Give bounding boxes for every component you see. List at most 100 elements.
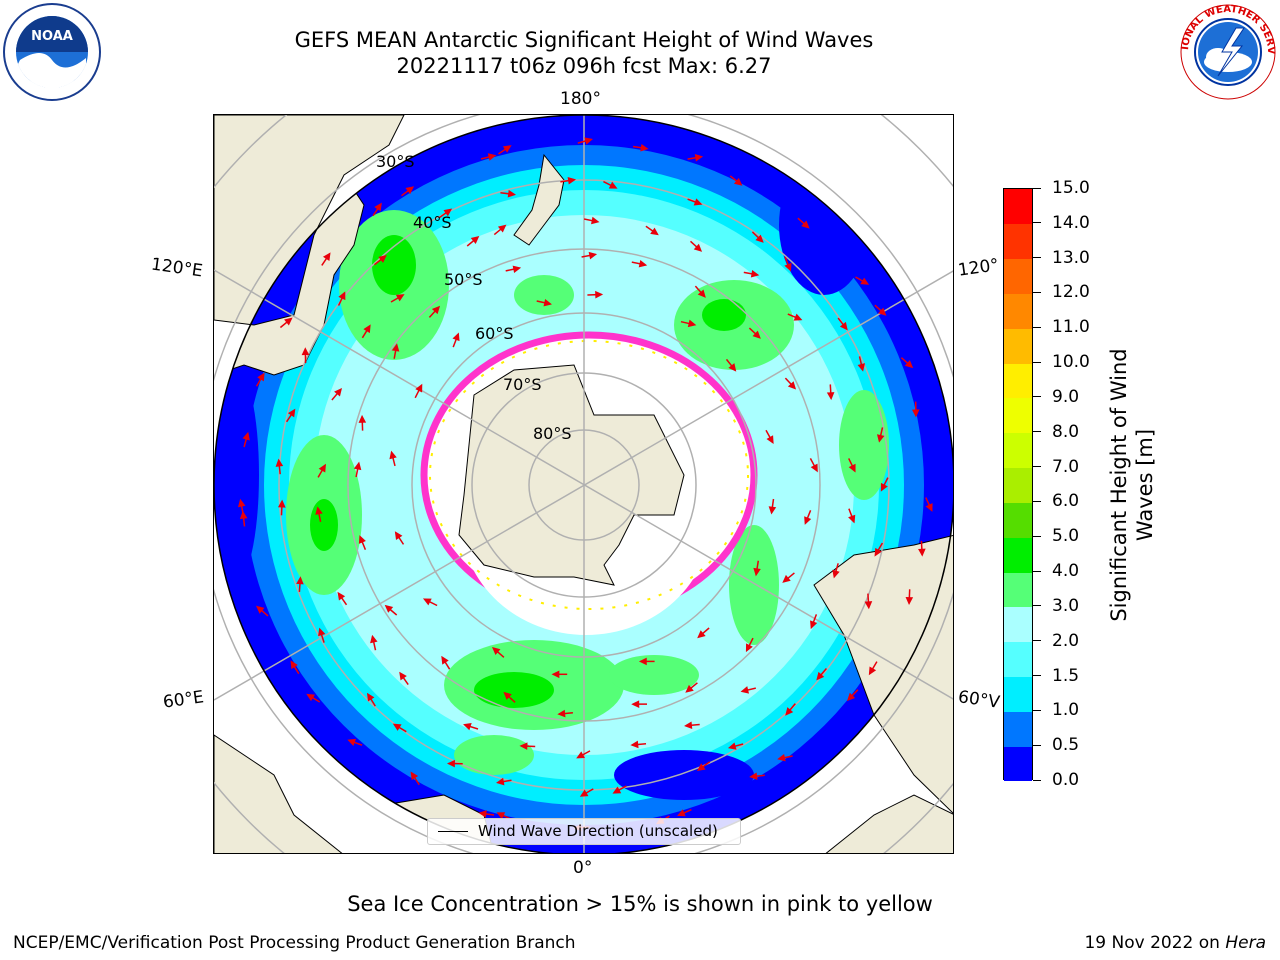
legend-line-swatch <box>438 831 468 832</box>
lat-label-30s: 30°S <box>376 152 415 171</box>
wind-arrow-head <box>446 759 455 768</box>
wind-arrow-head <box>810 463 818 473</box>
colorbar-tick-label: 0.5 <box>1052 735 1080 756</box>
wind-arrow-head <box>595 290 604 299</box>
wind-arrow-head <box>727 742 737 750</box>
svg-text:NOAA: NOAA <box>31 29 73 44</box>
colorbar-segment <box>1004 223 1032 260</box>
wind-arrow-head <box>925 503 933 512</box>
wind-arrow-head <box>318 627 326 637</box>
wind-arrow-head <box>296 576 304 585</box>
colorbar-segment <box>1004 467 1032 503</box>
wind-arrow-head <box>391 343 400 352</box>
colorbar-tick <box>1033 326 1041 328</box>
wind-arrow-head <box>880 482 888 492</box>
wind-arrow-head <box>257 372 265 382</box>
wind-arrow-head <box>431 305 441 315</box>
wind-arrow-head <box>810 620 818 630</box>
wind-arrow-head <box>868 666 877 676</box>
colorbar-segment <box>1004 432 1032 469</box>
wind-arrow-head <box>242 431 250 441</box>
colorbar-tick <box>1033 709 1041 711</box>
map-legend: Wind Wave Direction (unscaled) <box>427 818 741 845</box>
wind-arrow-head <box>491 646 501 655</box>
colorbar-tick-label: 13.0 <box>1052 247 1090 268</box>
wind-arrow-head <box>904 359 914 369</box>
wind-arrow-head <box>370 634 378 644</box>
wind-arrow-head <box>358 414 367 423</box>
wind-arrow-head <box>911 409 920 418</box>
colorbar-tick <box>1033 535 1041 537</box>
wind-arrow-head <box>507 189 517 198</box>
wind-arrow-head <box>322 252 331 261</box>
colorbar-tick-label: 1.5 <box>1052 665 1080 686</box>
wind-arrow-head <box>787 381 797 390</box>
wind-arrow-head <box>768 506 777 515</box>
wind-arrow-head <box>334 387 342 397</box>
wind-arrow-head <box>846 692 856 702</box>
colorbar-tick-label: 8.0 <box>1052 421 1080 442</box>
wind-arrow-head <box>750 269 760 278</box>
wind-arrow-head <box>567 176 577 185</box>
wind-arrow-head <box>745 643 753 653</box>
colorbar-tick-label: 1.0 <box>1052 700 1080 721</box>
colorbar-tick-label: 0.0 <box>1052 770 1080 790</box>
wind-arrow-head <box>753 567 761 577</box>
lat-label-80s: 80°S <box>533 424 572 443</box>
wind-arrow-head <box>275 458 284 467</box>
lon-label-0: 0° <box>573 858 593 878</box>
polar-map-canvas <box>214 115 953 853</box>
lon-label-180: 180° <box>560 89 601 109</box>
wind-arrow-head <box>557 709 566 718</box>
wind-arrow-head <box>363 324 371 334</box>
wind-arrow-head <box>378 255 387 263</box>
wind-arrow-head <box>832 569 840 579</box>
wind-arrow-head <box>752 330 761 339</box>
colorbar-segment <box>1004 676 1032 712</box>
wind-arrow-head <box>358 535 366 544</box>
footer-credit: NCEP/EMC/Verification Post Processing Pr… <box>13 933 576 953</box>
wind-arrow-head <box>638 657 647 666</box>
wind-arrow-head <box>591 216 600 225</box>
antarctica <box>458 364 685 586</box>
wind-arrow-head <box>740 686 750 694</box>
wind-arrow-head <box>337 591 346 601</box>
wind-arrow-head <box>677 809 686 817</box>
colorbar-tick <box>1033 187 1041 189</box>
wind-arrow-head <box>318 463 326 473</box>
wind-arrow-head <box>694 154 704 162</box>
wind-arrow-head <box>816 671 825 681</box>
wind-arrow-head <box>301 347 310 356</box>
wind-arrow-head <box>470 236 480 245</box>
wind-arrow-head <box>395 294 405 302</box>
wind-arrow-head <box>697 630 706 639</box>
wind-arrow-head <box>497 224 507 233</box>
colorbar-segment <box>1004 572 1032 608</box>
wind-arrow-head <box>630 740 639 749</box>
colorbar-tick <box>1033 257 1041 259</box>
lon-label-60w: 60°V <box>956 687 1001 713</box>
colorbar-segment <box>1004 606 1032 643</box>
wind-arrow-head <box>588 251 598 260</box>
colorbar-tick <box>1033 675 1041 677</box>
colorbar-tick-label: 11.0 <box>1052 317 1090 338</box>
wind-arrow-head <box>733 177 743 186</box>
wind-arrow-head <box>422 598 432 606</box>
wind-arrow-head <box>784 262 792 272</box>
wind-arrow-head <box>443 208 453 217</box>
colorbar-segment <box>1004 258 1032 294</box>
wind-arrow-head <box>864 601 873 610</box>
wind-arrow-head <box>503 691 512 700</box>
wind-arrow-head <box>612 786 622 794</box>
wind-arrow-head <box>697 763 706 771</box>
wind-arrow-head <box>608 181 618 189</box>
graticule <box>214 115 953 853</box>
wind-arrow-head <box>415 383 423 393</box>
wind-arrow-head <box>389 450 397 460</box>
colorbar-tick-label: 7.0 <box>1052 456 1080 477</box>
wind-arrow-head <box>306 693 315 702</box>
wind-arrow-head <box>576 751 585 759</box>
wind-arrow-head <box>638 259 648 268</box>
wind-arrow-head <box>697 289 706 298</box>
wind-arrow-head <box>519 742 528 750</box>
